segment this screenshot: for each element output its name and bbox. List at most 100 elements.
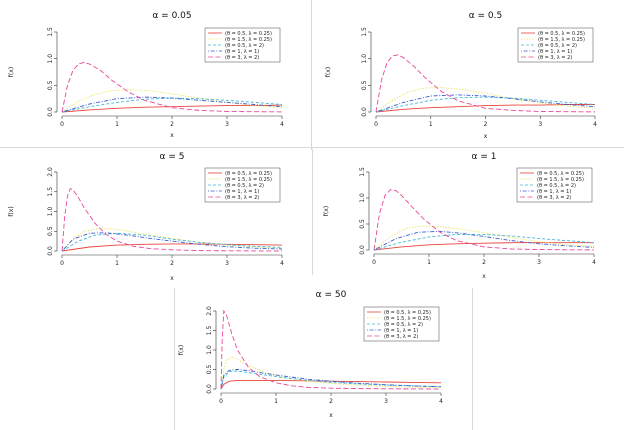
x-tick-label: 3 <box>537 259 541 266</box>
x-tick-label: 3 <box>225 260 229 267</box>
legend-label: (θ = 1, λ = 1) <box>384 328 418 334</box>
y-tick-label: 2.0 <box>206 306 213 316</box>
y-tick-label: 1.5 <box>359 167 366 177</box>
series-line <box>375 96 596 113</box>
legend-label: (θ = 1.5, λ = 0.25) <box>225 177 272 183</box>
series-line <box>373 242 594 251</box>
legend-box <box>516 167 593 203</box>
y-tick-label: 1.0 <box>359 193 366 203</box>
y-tick-label: 0.5 <box>47 80 54 90</box>
x-tick-label: 1 <box>115 260 119 267</box>
chart-alpha-0-05: α = 0.05 0 1 2 3 4 0.0 0.5 1.0 1.5 x f(x) (θ = 0.5, … <box>8 11 284 139</box>
series-line <box>373 225 595 251</box>
y-axis-label: f(x) <box>323 206 330 216</box>
x-tick-label: 2 <box>482 259 486 266</box>
y-axis-label: f(x) <box>8 67 15 77</box>
chart-title: α = 0.05 <box>152 11 191 21</box>
legend-label: (θ = 0.5, λ = 0.25) <box>225 31 272 37</box>
chart-title: α = 0.5 <box>469 11 503 21</box>
y-tick-label: 0.0 <box>359 245 366 255</box>
x-tick-label: 4 <box>280 121 284 128</box>
chart-panel-alpha-5: α = 5 0 1 2 3 4 0.0 0.5 1.0 1.5 2.0 x f(x) (θ = 0.5, … <box>0 148 311 286</box>
x-tick-label: 1 <box>274 398 278 405</box>
x-axis-label: x <box>329 412 333 419</box>
series-line <box>61 232 283 252</box>
x-tick-label: 4 <box>280 260 284 267</box>
x-tick-label: 2 <box>484 121 488 128</box>
series-line <box>61 232 283 252</box>
series-line <box>373 189 595 251</box>
chart-title: α = 50 <box>316 290 347 300</box>
y-tick-label: 0.0 <box>47 107 54 117</box>
x-tick-label: 2 <box>170 121 174 128</box>
legend-label: (θ = 3, λ = 2) <box>225 55 259 61</box>
legend-label: (θ = 0.5, λ = 0.25) <box>225 171 272 177</box>
legend-label: (θ = 1.5, λ = 0.25) <box>537 177 584 183</box>
series-line <box>61 104 283 113</box>
legend-label: (θ = 3, λ = 2) <box>538 55 572 61</box>
y-tick-label: 2.0 <box>47 167 54 177</box>
legend-label: (θ = 1.5, λ = 0.25) <box>538 37 585 43</box>
chart-panel-alpha-50: α = 50 0 1 2 3 4 0.0 0.5 1.0 1.5 2.0 x f(x) (θ = 0.5,… <box>175 289 472 430</box>
legend-label: (θ = 1, λ = 1) <box>225 49 259 55</box>
x-tick-label: 0 <box>60 121 64 128</box>
legend-label: (θ = 0.5, λ = 2) <box>537 183 576 189</box>
y-tick-label: 1.5 <box>361 27 368 37</box>
legend-box <box>204 27 281 63</box>
y-axis-label: f(x) <box>325 67 332 77</box>
y-tick-label: 1.0 <box>47 54 54 64</box>
legend-label: (θ = 0.5, λ = 2) <box>225 43 264 49</box>
y-tick-label: 1.5 <box>47 187 54 197</box>
series-line <box>220 309 442 390</box>
x-tick-label: 1 <box>115 121 119 128</box>
chart-panel-alpha-0-5: α = 0.5 0 1 2 3 4 0.0 0.5 1.0 1.5 x f(x) (θ = 0.5, λ… <box>312 0 624 147</box>
series-line <box>375 104 595 113</box>
series-line <box>220 356 442 390</box>
legend-label: (θ = 1.5, λ = 0.25) <box>384 316 431 322</box>
legend-box <box>517 27 594 63</box>
legend-box <box>204 167 281 203</box>
legend-label: (θ = 3, λ = 2) <box>537 195 571 201</box>
chart-title: α = 1 <box>472 152 497 162</box>
series-line <box>373 230 595 251</box>
x-axis-label: x <box>482 273 486 280</box>
chart-panel-alpha-0-05: α = 0.05 0 1 2 3 4 0.0 0.5 1.0 1.5 x f(x) (θ = 0.5, … <box>0 0 311 147</box>
x-tick-label: 1 <box>429 121 433 128</box>
chart-title: α = 5 <box>160 152 185 162</box>
series-line <box>375 54 596 113</box>
x-axis-label: x <box>484 133 488 140</box>
y-axis-label: f(x) <box>8 206 15 216</box>
y-axis-label: f(x) <box>178 345 185 355</box>
legend-label: (θ = 0.5, λ = 0.25) <box>538 31 585 37</box>
y-tick-label: 1.5 <box>47 27 54 37</box>
x-tick-label: 0 <box>60 260 64 267</box>
y-tick-label: 1.0 <box>47 207 54 217</box>
series-line <box>61 89 283 113</box>
series-line <box>375 94 596 113</box>
y-tick-label: 0.0 <box>206 384 213 394</box>
chart-panel-alpha-1: α = 1 0 1 2 3 4 0.0 0.5 1.0 1.5 x f(x) (θ = 0.5, λ =… <box>313 148 624 286</box>
x-tick-label: 0 <box>219 398 223 405</box>
series-line <box>220 370 442 390</box>
x-tick-label: 3 <box>538 121 542 128</box>
y-tick-label: 0.5 <box>206 365 213 375</box>
legend-label: (θ = 3, λ = 2) <box>384 334 418 340</box>
legend-label: (θ = 0.5, λ = 0.25) <box>384 310 431 316</box>
x-tick-label: 4 <box>593 121 597 128</box>
legend-label: (θ = 1, λ = 1) <box>538 49 572 55</box>
chart-alpha-5: α = 5 0 1 2 3 4 0.0 0.5 1.0 1.5 2.0 x f(x) (θ = 0.5, … <box>8 152 284 282</box>
y-tick-label: 0.0 <box>47 246 54 256</box>
legend-label: (θ = 1, λ = 1) <box>225 189 259 195</box>
x-tick-label: 1 <box>427 259 431 266</box>
chart-alpha-50: α = 50 0 1 2 3 4 0.0 0.5 1.0 1.5 2.0 x f(x) (θ = 0.5,… <box>178 290 443 419</box>
series-line <box>61 243 283 252</box>
y-tick-label: 0.5 <box>361 80 368 90</box>
legend-label: (θ = 0.5, λ = 2) <box>225 183 264 189</box>
y-tick-label: 1.0 <box>206 345 213 355</box>
y-tick-label: 0.5 <box>47 226 54 236</box>
x-tick-label: 0 <box>372 259 376 266</box>
x-tick-label: 3 <box>225 121 229 128</box>
series-line <box>61 96 283 113</box>
x-tick-label: 0 <box>374 121 378 128</box>
x-axis-label: x <box>170 275 174 282</box>
